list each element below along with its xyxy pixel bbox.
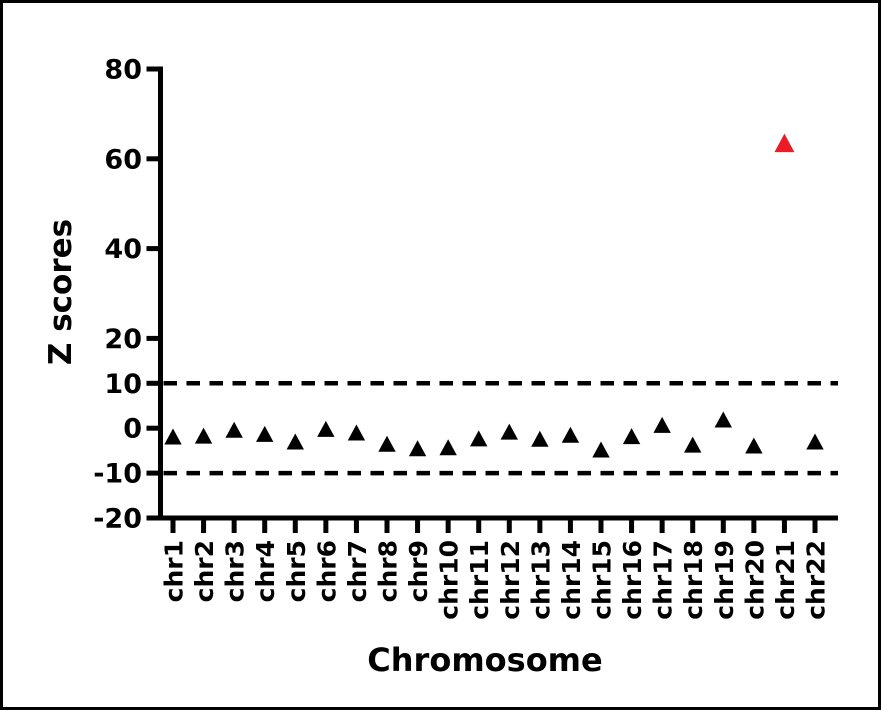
data-point-chr4 [256, 425, 274, 442]
data-point-chr12 [500, 423, 518, 440]
x-tick-label-chr15: chr15 [587, 540, 616, 620]
data-point-chr5 [286, 433, 304, 450]
x-tick-label-chr13: chr13 [526, 540, 555, 620]
x-axis-title: Chromosome [367, 641, 602, 679]
x-tick-label-chr16: chr16 [618, 540, 647, 620]
data-point-chr9 [408, 440, 427, 457]
data-point-chr7 [347, 424, 366, 441]
x-tick-label-chr19: chr19 [710, 540, 739, 620]
y-tick-label-60: 60 [104, 144, 142, 175]
x-tick-label-chr8: chr8 [373, 540, 402, 602]
x-tick-label-chr20: chr20 [740, 540, 769, 620]
y-tick-label--10: -10 [93, 459, 142, 490]
y-tick-label-40: 40 [104, 234, 142, 265]
x-tick-label-chr2: chr2 [190, 540, 219, 602]
data-point-chr10 [439, 439, 457, 456]
x-tick-label-chr4: chr4 [251, 540, 280, 602]
data-point-chr16 [622, 428, 641, 445]
x-tick-label-chr17: chr17 [649, 540, 678, 620]
x-tick-label-chr21: chr21 [771, 540, 800, 620]
x-tick-label-chr3: chr3 [221, 540, 250, 602]
x-tick-label-chr9: chr9 [404, 540, 433, 602]
x-tick-label-chr7: chr7 [343, 540, 372, 602]
y-tick-label--20: -20 [93, 504, 142, 535]
y-axis-title: Z scores [43, 219, 79, 365]
x-tick-label-chr14: chr14 [557, 540, 586, 620]
data-point-chr17 [653, 416, 671, 433]
y-tick-label-20: 20 [104, 324, 142, 355]
y-tick-label-80: 80 [104, 55, 142, 86]
y-tick-label-10: 10 [104, 369, 142, 400]
data-point-chr1 [164, 428, 182, 445]
data-point-chr2 [194, 427, 213, 444]
data-point-chr22 [806, 433, 824, 450]
data-point-chr8 [378, 435, 396, 452]
data-point-chr19 [714, 411, 732, 428]
data-point-chr13 [531, 430, 549, 447]
x-tick-label-chr12: chr12 [496, 540, 525, 620]
data-point-chr11 [470, 430, 488, 447]
data-point-chr15 [592, 441, 610, 458]
y-tick-label-0: 0 [123, 414, 142, 445]
x-tick-label-chr10: chr10 [435, 540, 464, 620]
data-point-chr3 [225, 421, 243, 438]
x-tick-label-chr22: chr22 [801, 540, 830, 620]
x-tick-label-chr18: chr18 [679, 540, 708, 620]
x-tick-label-chr11: chr11 [465, 540, 494, 620]
data-point-chr6 [317, 420, 335, 437]
data-point-chr14 [561, 426, 580, 443]
x-tick-label-chr5: chr5 [282, 540, 311, 602]
data-point-chr18 [684, 436, 702, 453]
x-tick-label-chr6: chr6 [312, 540, 341, 602]
data-point-chr20 [745, 437, 763, 454]
x-tick-label-chr1: chr1 [160, 540, 189, 602]
data-point-chr21 [774, 133, 795, 153]
